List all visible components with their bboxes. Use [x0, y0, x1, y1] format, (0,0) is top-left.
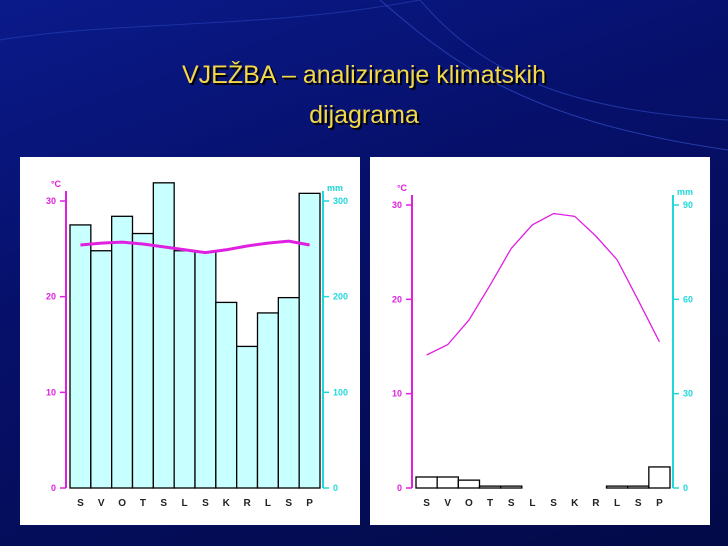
line	[80, 239, 310, 255]
bar	[256, 312, 279, 489]
x-tick-label: P	[306, 498, 313, 509]
bar	[277, 296, 300, 489]
x-tick-label: S	[508, 498, 515, 509]
bar	[111, 215, 134, 489]
bar	[627, 485, 650, 489]
title-shadow: VJEŽBA – analiziranje klimatskih	[184, 62, 548, 91]
x-tick-label: R	[592, 498, 600, 509]
x-tick-label: S	[285, 498, 292, 509]
x-tick-label: S	[423, 498, 430, 509]
bar	[415, 476, 438, 489]
y-tick-label: 30	[46, 196, 56, 206]
bar	[605, 485, 629, 489]
bar	[478, 485, 502, 489]
bar	[500, 485, 523, 489]
bar	[173, 250, 196, 489]
bar	[69, 224, 92, 489]
x-tick-label: L	[529, 498, 535, 509]
bar	[152, 182, 175, 489]
y-tick-label: 10	[46, 387, 56, 397]
x-tick-label: L	[614, 498, 620, 509]
bar	[131, 232, 154, 489]
y2-tick-label: 0	[333, 483, 338, 493]
bar	[648, 466, 671, 489]
x-tick-label: T	[487, 498, 493, 509]
slide-title: VJEŽBA – analiziranje klimatskih	[182, 60, 546, 89]
bar	[436, 476, 459, 489]
y2-unit: mm	[677, 187, 693, 197]
y2-tick-label: 0	[683, 483, 688, 493]
x-tick-label: V	[98, 498, 105, 509]
x-tick-label: S	[635, 498, 642, 509]
bar	[298, 192, 321, 489]
x-tick-label: K	[571, 498, 579, 509]
x-tick-label: R	[243, 498, 251, 509]
x-tick-label: S	[550, 498, 557, 509]
y-tick-label: 30	[392, 200, 402, 210]
bar	[457, 479, 481, 489]
y2-tick-label: 200	[333, 292, 348, 302]
y-tick-label: 0	[51, 483, 56, 493]
bar	[194, 251, 217, 489]
y2-tick-label: 300	[333, 196, 348, 206]
x-tick-label: K	[223, 498, 231, 509]
y-unit: °C	[397, 183, 408, 193]
x-tick-label: P	[656, 498, 663, 509]
y2-tick-label: 30	[683, 389, 693, 399]
y-tick-label: 20	[392, 294, 402, 304]
y-tick-label: 20	[46, 292, 56, 302]
bar	[215, 301, 238, 489]
decor-line	[379, 0, 728, 151]
x-tick-label: O	[465, 498, 473, 509]
y2-tick-label: 100	[333, 387, 348, 397]
decor-line	[0, 0, 421, 41]
x-tick-label: S	[77, 498, 84, 509]
x-tick-label: L	[182, 498, 188, 509]
y2-unit: mm	[327, 183, 343, 193]
y-tick-label: 10	[392, 389, 402, 399]
slide-title: dijagrama	[309, 101, 419, 129]
y2-tick-label: 90	[683, 200, 693, 210]
line	[426, 212, 660, 356]
x-tick-label: T	[140, 498, 146, 509]
decor-line	[419, 0, 728, 121]
x-tick-label: V	[444, 498, 451, 509]
x-tick-label: S	[160, 498, 167, 509]
bar	[90, 250, 113, 489]
title-shadow: dijagrama	[311, 103, 421, 131]
x-tick-label: O	[118, 498, 126, 509]
y-tick-label: 0	[397, 483, 402, 493]
x-tick-label: L	[265, 498, 271, 509]
chart-panel	[370, 157, 710, 525]
y2-tick-label: 60	[683, 294, 693, 304]
x-tick-label: S	[202, 498, 209, 509]
y-unit: °C	[51, 179, 62, 189]
bar	[236, 345, 259, 489]
